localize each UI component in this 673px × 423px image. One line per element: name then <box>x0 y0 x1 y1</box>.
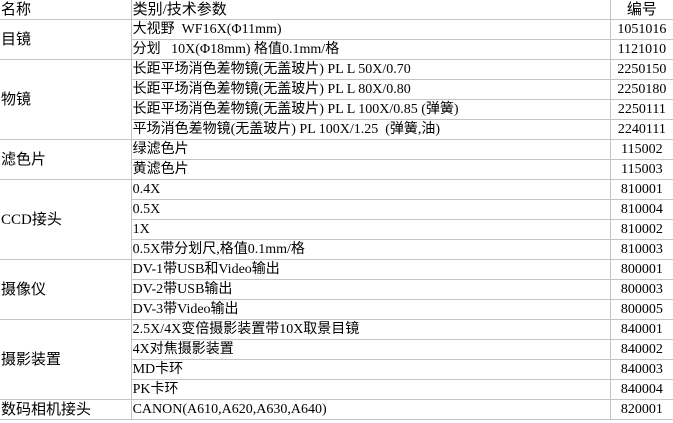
header-name: 名称 <box>0 0 132 20</box>
spec-cell: 0.4X <box>130 179 611 200</box>
code-cell: 800003 <box>609 279 673 300</box>
code-cell: 1121010 <box>609 39 673 60</box>
code-cell: 820001 <box>609 399 673 420</box>
table-row: 摄影装置 2.5X/4X变倍摄影装置带10X取景目镜 840001 <box>0 319 673 400</box>
table-row: CCD接头 0.4X 810001 <box>0 179 673 260</box>
table-row: 目镜 大视野 WF16X(Φ11mm) 1051016 <box>0 19 673 60</box>
code-cell: 2250180 <box>609 79 673 100</box>
spec-cell: 长距平场消色差物镜(无盖玻片) PL L 50X/0.70 <box>130 59 611 80</box>
code-cell: 800001 <box>609 259 673 280</box>
spec-cell: 2.5X/4X变倍摄影装置带10X取景目镜 <box>130 319 611 340</box>
table-row: DV-2带USB输出 800003 <box>0 279 673 300</box>
spec-cell: 1X <box>130 219 611 240</box>
table-row: 摄像仪 DV-1带USB和Video输出 800001 <box>0 259 673 320</box>
spec-cell: DV-2带USB输出 <box>130 279 611 300</box>
category-cell: CCD接头 <box>0 179 132 260</box>
spec-cell: PK卡环 <box>130 379 611 400</box>
category-cell: 数码相机接头 <box>0 399 132 420</box>
spec-cell: 平场消色差物镜(无盖玻片) PL 100X/1.25 (弹簧,油) <box>130 119 611 140</box>
table-row: 数码相机接头 CANON(A610,A620,A630,A640) 820001 <box>0 399 673 420</box>
table-row: 0.5X带分划尺,格值0.1mm/格 810003 <box>0 239 673 260</box>
spec-cell: DV-3带Video输出 <box>130 299 611 320</box>
header-code: 编号 <box>609 0 673 20</box>
category-cell: 摄像仪 <box>0 259 132 320</box>
spec-cell: 长距平场消色差物镜(无盖玻片) PL L 80X/0.80 <box>130 79 611 100</box>
code-cell: 2250111 <box>609 99 673 120</box>
category-cell: 摄影装置 <box>0 319 132 400</box>
code-cell: 1051016 <box>609 19 673 40</box>
code-cell: 810003 <box>609 239 673 260</box>
spec-cell: 4X对焦摄影装置 <box>130 339 611 360</box>
code-cell: 2250150 <box>609 59 673 80</box>
code-cell: 810002 <box>609 219 673 240</box>
spec-cell: 长距平场消色差物镜(无盖玻片) PL L 100X/0.85 (弹簧) <box>130 99 611 120</box>
code-cell: 800005 <box>609 299 673 320</box>
code-cell: 840002 <box>609 339 673 360</box>
code-cell: 115002 <box>609 139 673 160</box>
spec-cell: 分划 10X(Φ18mm) 格值0.1mm/格 <box>130 39 611 60</box>
spec-cell: 绿滤色片 <box>130 139 611 160</box>
code-cell: 810004 <box>609 199 673 220</box>
spec-cell: 大视野 WF16X(Φ11mm) <box>130 19 611 40</box>
category-cell: 滤色片 <box>0 139 132 180</box>
code-cell: 840003 <box>609 359 673 380</box>
spec-cell: CANON(A610,A620,A630,A640) <box>130 399 611 420</box>
spec-cell: MD卡环 <box>130 359 611 380</box>
code-cell: 810001 <box>609 179 673 200</box>
spec-cell: 0.5X <box>130 199 611 220</box>
table-row: 黄滤色片 115003 <box>0 159 673 180</box>
header-row: 名称 类别/技术参数 编号 <box>0 0 673 20</box>
code-cell: 2240111 <box>609 119 673 140</box>
table-row: 长距平场消色差物镜(无盖玻片) PL L 100X/0.85 (弹簧) 22501… <box>0 99 673 120</box>
code-cell: 115003 <box>609 159 673 180</box>
header-spec: 类别/技术参数 <box>130 0 611 20</box>
code-cell: 840004 <box>609 379 673 400</box>
spec-cell: 黄滤色片 <box>130 159 611 180</box>
category-cell: 物镜 <box>0 59 132 140</box>
spec-cell: 0.5X带分划尺,格值0.1mm/格 <box>130 239 611 260</box>
table-row: PK卡环 840004 <box>0 379 673 400</box>
spec-cell: DV-1带USB和Video输出 <box>130 259 611 280</box>
category-cell: 目镜 <box>0 19 132 60</box>
code-cell: 840001 <box>609 319 673 340</box>
table-row: 滤色片 绿滤色片 115002 <box>0 139 673 180</box>
table-row: 物镜 长距平场消色差物镜(无盖玻片) PL L 50X/0.70 2250150 <box>0 59 673 140</box>
